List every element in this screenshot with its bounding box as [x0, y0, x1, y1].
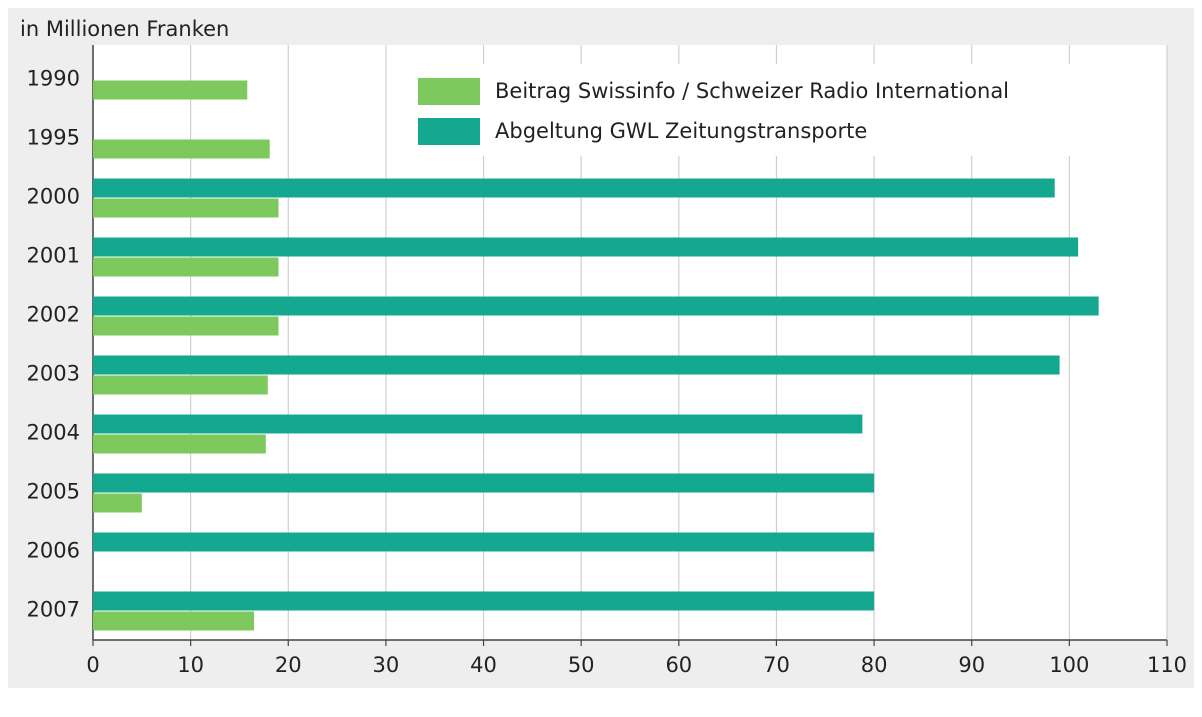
- x-tick-label: 70: [763, 653, 790, 677]
- legend-swatch: [418, 78, 480, 105]
- bar: [93, 139, 270, 159]
- x-tick-label: 10: [177, 653, 204, 677]
- bar: [93, 473, 875, 493]
- bar: [93, 178, 1055, 198]
- x-tick-label: 90: [958, 653, 985, 677]
- y-tick-label: 2005: [27, 480, 80, 504]
- bar: [93, 591, 875, 611]
- y-tick-label: 1990: [27, 67, 80, 91]
- y-tick-label: 2004: [27, 421, 80, 445]
- x-tick-label: 100: [1049, 653, 1089, 677]
- bar: [93, 414, 863, 434]
- y-tick-label: 2006: [27, 539, 80, 563]
- bar: [93, 611, 255, 631]
- legend-label: Abgeltung GWL Zeitungstransporte: [495, 119, 867, 143]
- bar: [93, 355, 1060, 375]
- legend-label: Beitrag Swissinfo / Schweizer Radio Inte…: [495, 79, 1009, 103]
- bar: [93, 532, 875, 552]
- x-tick-label: 20: [275, 653, 302, 677]
- bar: [93, 375, 268, 395]
- y-tick-label: 2000: [27, 185, 80, 209]
- bar: [93, 434, 266, 454]
- x-tick-label: 110: [1147, 653, 1187, 677]
- bars: [93, 80, 1099, 631]
- y-tick-label: 2002: [27, 303, 80, 327]
- y-tick-label: 2007: [27, 598, 80, 622]
- bar: [93, 316, 279, 336]
- legend: Beitrag Swissinfo / Schweizer Radio Inte…: [400, 64, 1090, 156]
- legend-swatch: [418, 118, 480, 145]
- bar: [93, 493, 142, 513]
- bar: [93, 237, 1079, 257]
- x-tick-label: 40: [470, 653, 497, 677]
- y-tick-label: 2001: [27, 244, 80, 268]
- bar: [93, 198, 279, 218]
- bar: [93, 80, 248, 100]
- bar: [93, 296, 1099, 316]
- x-tick-label: 60: [665, 653, 692, 677]
- x-tick-label: 30: [373, 653, 400, 677]
- legend-box: [400, 64, 1090, 156]
- y-tick-label: 1995: [27, 126, 80, 150]
- bar: [93, 257, 279, 277]
- chart-title: in Millionen Franken: [20, 17, 229, 41]
- x-tick-label: 80: [861, 653, 888, 677]
- x-tick-label: 50: [568, 653, 595, 677]
- x-tick-label: 0: [86, 653, 99, 677]
- y-tick-label: 2003: [27, 362, 80, 386]
